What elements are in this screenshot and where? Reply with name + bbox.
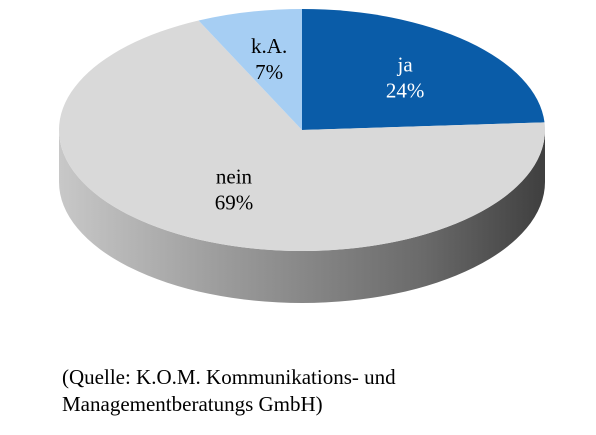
slice-label-nein: nein	[216, 164, 253, 188]
pie-slice-k-a	[198, 9, 302, 130]
slice-label-k-a: k.A.	[251, 34, 287, 58]
slice-value-ja: 24%	[386, 78, 425, 102]
slice-label-ja: ja	[397, 52, 414, 76]
slice-value-k-a: 7%	[255, 60, 283, 84]
pie-side-layer	[59, 130, 545, 303]
pie-slice-nein	[59, 20, 545, 251]
pie-slice-ja	[302, 9, 545, 130]
source-note: (Quelle: K.O.M. Kommunikations- und Mana…	[62, 364, 562, 418]
pie-side-wall	[59, 130, 545, 303]
pie-top-layer	[59, 9, 545, 251]
source-note-line-2: Managementberatungs GmbH)	[62, 392, 323, 416]
pie-chart: ja 24% nein 69% k.A. 7%	[59, 9, 545, 303]
slice-value-nein: 69%	[215, 190, 254, 214]
source-note-line-1: (Quelle: K.O.M. Kommunikations- und	[62, 365, 396, 389]
